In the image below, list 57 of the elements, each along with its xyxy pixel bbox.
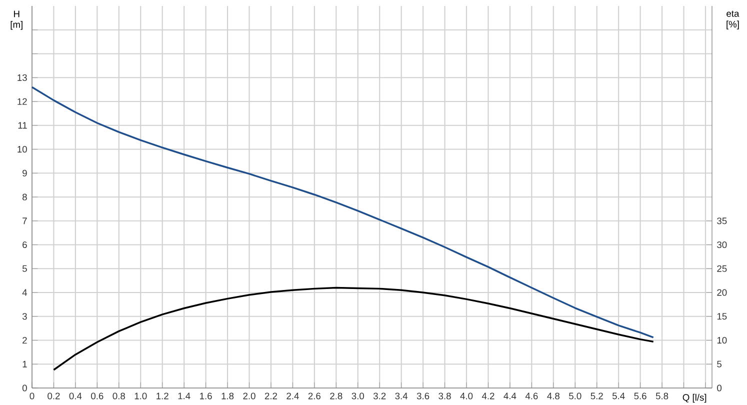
y-tick-label: 10 bbox=[18, 146, 27, 153]
y-tick-label: 13 bbox=[18, 74, 27, 81]
x-tick-label: 2.6 bbox=[308, 392, 320, 400]
x-tick-label: 5.2 bbox=[590, 392, 603, 400]
y2-tick-label: 25 bbox=[717, 265, 727, 272]
y2-tick-label: 15 bbox=[717, 313, 727, 320]
x-tick-label: 2.8 bbox=[330, 392, 342, 400]
x-tick-label: 1.0 bbox=[134, 392, 147, 400]
x-tick-label: 1.6 bbox=[200, 392, 212, 400]
x-tick-label: 0 bbox=[30, 392, 34, 400]
y-tick-label: 6 bbox=[22, 241, 27, 248]
x-tick-label: 3.8 bbox=[438, 392, 451, 400]
x-tick-label: 1.2 bbox=[156, 392, 168, 400]
x-tick-label: 0.4 bbox=[69, 392, 82, 400]
y2-tick-label: 35 bbox=[717, 218, 727, 224]
x-tick-label: 4.4 bbox=[504, 392, 516, 400]
x-tick-label: 5.6 bbox=[634, 392, 646, 400]
x-tick-label: 3.0 bbox=[352, 392, 364, 400]
line-series bbox=[52, 286, 654, 371]
x-tick-label: 4.8 bbox=[547, 392, 560, 400]
line-series bbox=[31, 86, 654, 338]
x-tick-label: 0.2 bbox=[48, 392, 60, 400]
y-tick-label: 1 bbox=[22, 360, 27, 368]
y-tick-label: 3 bbox=[22, 313, 27, 320]
y-tick-label: 9 bbox=[22, 170, 27, 176]
y2-tick-label: 5 bbox=[717, 360, 722, 368]
x-tick-label: 2.2 bbox=[264, 392, 278, 400]
x-tick-label: 2.4 bbox=[286, 392, 299, 400]
x-tick-label: 2.0 bbox=[243, 392, 256, 400]
x-tick-label: 0.6 bbox=[91, 392, 104, 400]
x-tick-label: 3.6 bbox=[416, 392, 430, 400]
x-tick-label: 4.0 bbox=[460, 392, 473, 400]
x-axis-title: Q [l/s] bbox=[682, 394, 706, 403]
x-tick-label: 1.4 bbox=[178, 392, 190, 400]
y-tick-label: 5 bbox=[22, 265, 27, 272]
y-tick-label: 8 bbox=[22, 194, 27, 200]
y2-tick-label: 0 bbox=[717, 384, 722, 392]
y-tick-label: 7 bbox=[22, 218, 27, 224]
y-tick-label: 2 bbox=[22, 337, 27, 344]
y-tick-label: 0 bbox=[22, 384, 27, 392]
x-tick-label: 1.8 bbox=[222, 392, 234, 400]
y2-axis-title: eta [%] bbox=[726, 10, 740, 30]
y-axis-title: H [m] bbox=[10, 10, 22, 30]
x-tick-label: 4.6 bbox=[525, 392, 538, 400]
x-tick-label: 4.2 bbox=[482, 392, 494, 400]
x-tick-label: 0.8 bbox=[112, 392, 125, 400]
x-tick-label: 5.4 bbox=[612, 392, 625, 400]
y-tick-label: 4 bbox=[22, 289, 28, 296]
x-tick-label: 3.4 bbox=[395, 392, 408, 400]
y-tick-label: 11 bbox=[18, 122, 27, 129]
y2-tick-label: 30 bbox=[717, 241, 727, 248]
x-tick-label: 3.2 bbox=[373, 392, 386, 400]
y-tick-label: 12 bbox=[18, 98, 27, 105]
x-tick-label: 5.8 bbox=[656, 392, 668, 400]
y2-tick-label: 10 bbox=[717, 336, 727, 344]
y2-tick-label: 20 bbox=[717, 289, 727, 296]
x-tick-label: 5.0 bbox=[569, 392, 582, 400]
